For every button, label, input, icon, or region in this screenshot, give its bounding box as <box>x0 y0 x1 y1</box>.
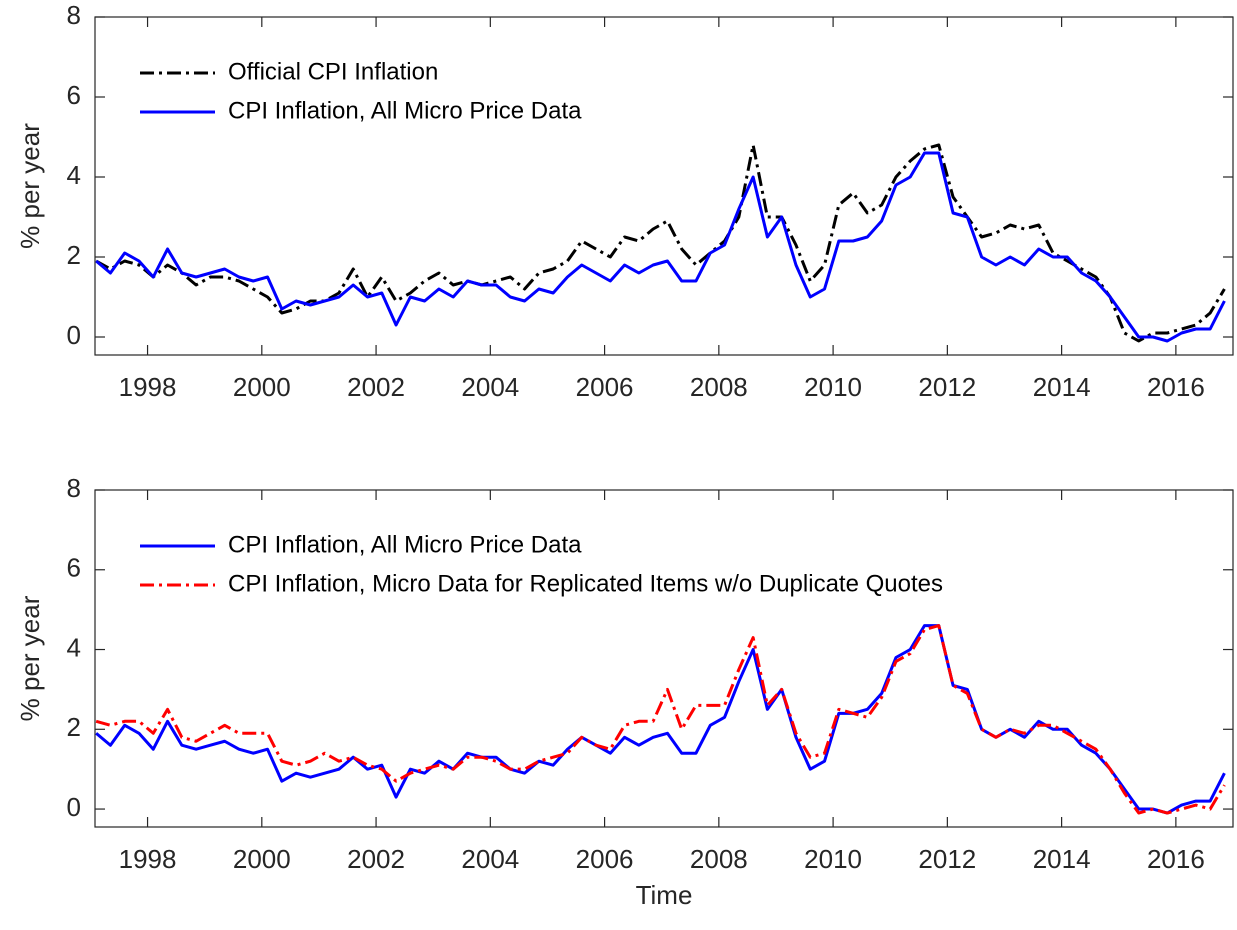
x-tick-label: 2000 <box>233 844 291 874</box>
series-line <box>95 151 1226 343</box>
legend-label: CPI Inflation, All Micro Price Data <box>228 97 582 124</box>
legend-label: Official CPI Inflation <box>228 58 438 85</box>
y-tick-label: 0 <box>67 792 81 822</box>
x-axis-label: Time <box>636 880 693 910</box>
y-tick-label: 2 <box>67 712 81 742</box>
x-tick-label: 2008 <box>690 844 748 874</box>
y-axis-label: % per year <box>15 595 45 721</box>
x-tick-label: 2008 <box>690 372 748 402</box>
x-tick-label: 2014 <box>1033 372 1091 402</box>
x-tick-label: 1998 <box>119 844 177 874</box>
x-tick-label: 2000 <box>233 372 291 402</box>
x-tick-label: 2002 <box>347 372 405 402</box>
x-tick-label: 2004 <box>461 844 519 874</box>
x-tick-label: 2016 <box>1147 844 1205 874</box>
y-tick-label: 6 <box>67 80 81 110</box>
x-tick-label: 2006 <box>576 372 634 402</box>
y-tick-label: 8 <box>67 0 81 30</box>
x-tick-label: 2016 <box>1147 372 1205 402</box>
x-tick-label: 2012 <box>918 372 976 402</box>
x-tick-label: 1998 <box>119 372 177 402</box>
x-tick-label: 2012 <box>918 844 976 874</box>
x-tick-label: 2010 <box>804 844 862 874</box>
x-tick-label: 2002 <box>347 844 405 874</box>
y-tick-label: 4 <box>67 632 81 662</box>
y-tick-label: 8 <box>67 473 81 503</box>
x-tick-label: 2014 <box>1033 844 1091 874</box>
y-tick-label: 2 <box>67 240 81 270</box>
series-line <box>95 624 1226 815</box>
series-line <box>95 143 1226 343</box>
axes-box <box>94 489 1234 828</box>
y-tick-label: 6 <box>67 553 81 583</box>
y-tick-label: 0 <box>67 320 81 350</box>
axes-box <box>94 16 1234 356</box>
legend-label: CPI Inflation, All Micro Price Data <box>228 531 582 558</box>
x-tick-label: 2006 <box>576 844 634 874</box>
y-tick-label: 4 <box>67 160 81 190</box>
x-tick-label: 2010 <box>804 372 862 402</box>
series-line <box>95 624 1226 815</box>
y-axis-label: % per year <box>15 123 45 249</box>
x-tick-label: 2004 <box>461 372 519 402</box>
legend-label: CPI Inflation, Micro Data for Replicated… <box>228 570 943 597</box>
